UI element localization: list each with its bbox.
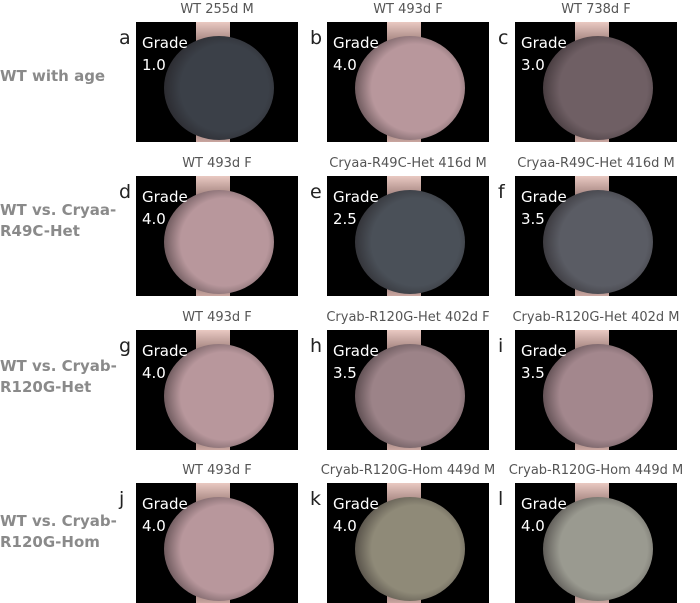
grade-label: Grade 3.5	[521, 186, 567, 230]
lens-photo: Grade 3.0	[515, 22, 677, 142]
lens-image	[355, 344, 465, 448]
row-label: WT vs. Cryaa-R49C-Het	[0, 201, 117, 240]
grade-label: Grade 3.0	[521, 32, 567, 76]
lens-image	[164, 344, 274, 448]
row-label: WT with age	[0, 67, 106, 85]
panel-title: Cryaa-R49C-Het 416d M	[517, 156, 675, 171]
lens-photo: Grade 4.0	[136, 483, 298, 603]
grade-text: Grade	[333, 188, 379, 206]
grade-label: Grade 4.0	[333, 493, 379, 537]
lens-image	[543, 344, 653, 448]
lens-image	[355, 497, 465, 601]
grade-label: Grade 4.0	[521, 493, 567, 537]
grade-text: Grade	[521, 34, 567, 52]
lens-photo: Grade 1.0	[136, 22, 298, 142]
panel-letter: h	[310, 335, 323, 357]
grade-text: Grade	[521, 342, 567, 360]
lens-photo: Grade 4.0	[136, 176, 298, 296]
grade-value: 4.0	[142, 517, 166, 535]
panel-title: WT 738d F	[561, 2, 631, 17]
grade-value: 4.0	[142, 364, 166, 382]
grade-label: Grade 4.0	[142, 340, 188, 384]
panel-letter: g	[119, 335, 132, 357]
grade-text: Grade	[333, 34, 379, 52]
lens-photo: Grade 3.5	[515, 176, 677, 296]
grade-value: 4.0	[333, 56, 357, 74]
lens-photo: Grade 4.0	[515, 483, 677, 603]
grade-text: Grade	[333, 342, 379, 360]
grade-text: Grade	[142, 342, 188, 360]
panel-title: WT 493d F	[182, 310, 252, 325]
panel-letter: a	[119, 27, 131, 49]
grade-text: Grade	[521, 188, 567, 206]
panel-title: WT 255d M	[180, 2, 254, 17]
grade-value: 3.5	[521, 210, 545, 228]
grade-value: 4.0	[521, 517, 545, 535]
grade-value: 4.0	[333, 517, 357, 535]
grade-value: 1.0	[142, 56, 166, 74]
grade-text: Grade	[333, 495, 379, 513]
grade-text: Grade	[142, 34, 188, 52]
lens-image	[543, 497, 653, 601]
grade-value: 3.0	[521, 56, 545, 74]
grade-label: Grade 4.0	[333, 32, 379, 76]
grade-value: 3.5	[521, 364, 545, 382]
lens-photo: Grade 4.0	[327, 483, 489, 603]
panel-letter: f	[498, 181, 505, 203]
panel-letter: c	[498, 27, 509, 49]
grade-label: Grade 3.5	[333, 340, 379, 384]
panel-title: Cryaa-R49C-Het 416d M	[329, 156, 487, 171]
grade-text: Grade	[142, 495, 188, 513]
lens-image	[355, 36, 465, 140]
lens-image	[164, 190, 274, 294]
grade-text: Grade	[142, 188, 188, 206]
grade-value: 4.0	[142, 210, 166, 228]
panel-letter: e	[310, 181, 322, 203]
grade-label: Grade 1.0	[142, 32, 188, 76]
panel-title: WT 493d F	[182, 156, 252, 171]
lens-photo: Grade 2.5	[327, 176, 489, 296]
panel-letter: i	[498, 335, 504, 357]
panel-title: WT 493d F	[373, 2, 443, 17]
grade-label: Grade 4.0	[142, 186, 188, 230]
panel-title: WT 493d F	[182, 463, 252, 478]
grade-text: Grade	[521, 495, 567, 513]
grade-label: Grade 3.5	[521, 340, 567, 384]
lens-image	[543, 36, 653, 140]
panel-letter: b	[310, 27, 323, 49]
lens-photo: Grade 3.5	[327, 330, 489, 450]
panel-letter: k	[310, 488, 322, 510]
panel-title: Cryab-R120G-Het 402d F	[326, 310, 490, 325]
grade-label: Grade 4.0	[142, 493, 188, 537]
lens-image	[543, 190, 653, 294]
grade-value: 3.5	[333, 364, 357, 382]
lens-photo: Grade 4.0	[136, 330, 298, 450]
panel-title: Cryab-R120G-Hom 449d M	[508, 463, 684, 478]
panel-title: Cryab-R120G-Het 402d M	[512, 310, 680, 325]
panel-title: Cryab-R120G-Hom 449d M	[320, 463, 496, 478]
lens-image	[164, 36, 274, 140]
lens-photo: Grade 3.5	[515, 330, 677, 450]
panel-letter: j	[119, 488, 125, 510]
row-label: WT vs. Cryab-R120G-Hom	[0, 512, 117, 551]
grade-label: Grade 2.5	[333, 186, 379, 230]
lens-image	[164, 497, 274, 601]
lens-image	[355, 190, 465, 294]
row-label: WT vs. Cryab-R120G-Het	[0, 357, 117, 396]
panel-letter: l	[498, 488, 504, 510]
grade-value: 2.5	[333, 210, 357, 228]
panel-letter: d	[119, 181, 132, 203]
lens-photo: Grade 4.0	[327, 22, 489, 142]
